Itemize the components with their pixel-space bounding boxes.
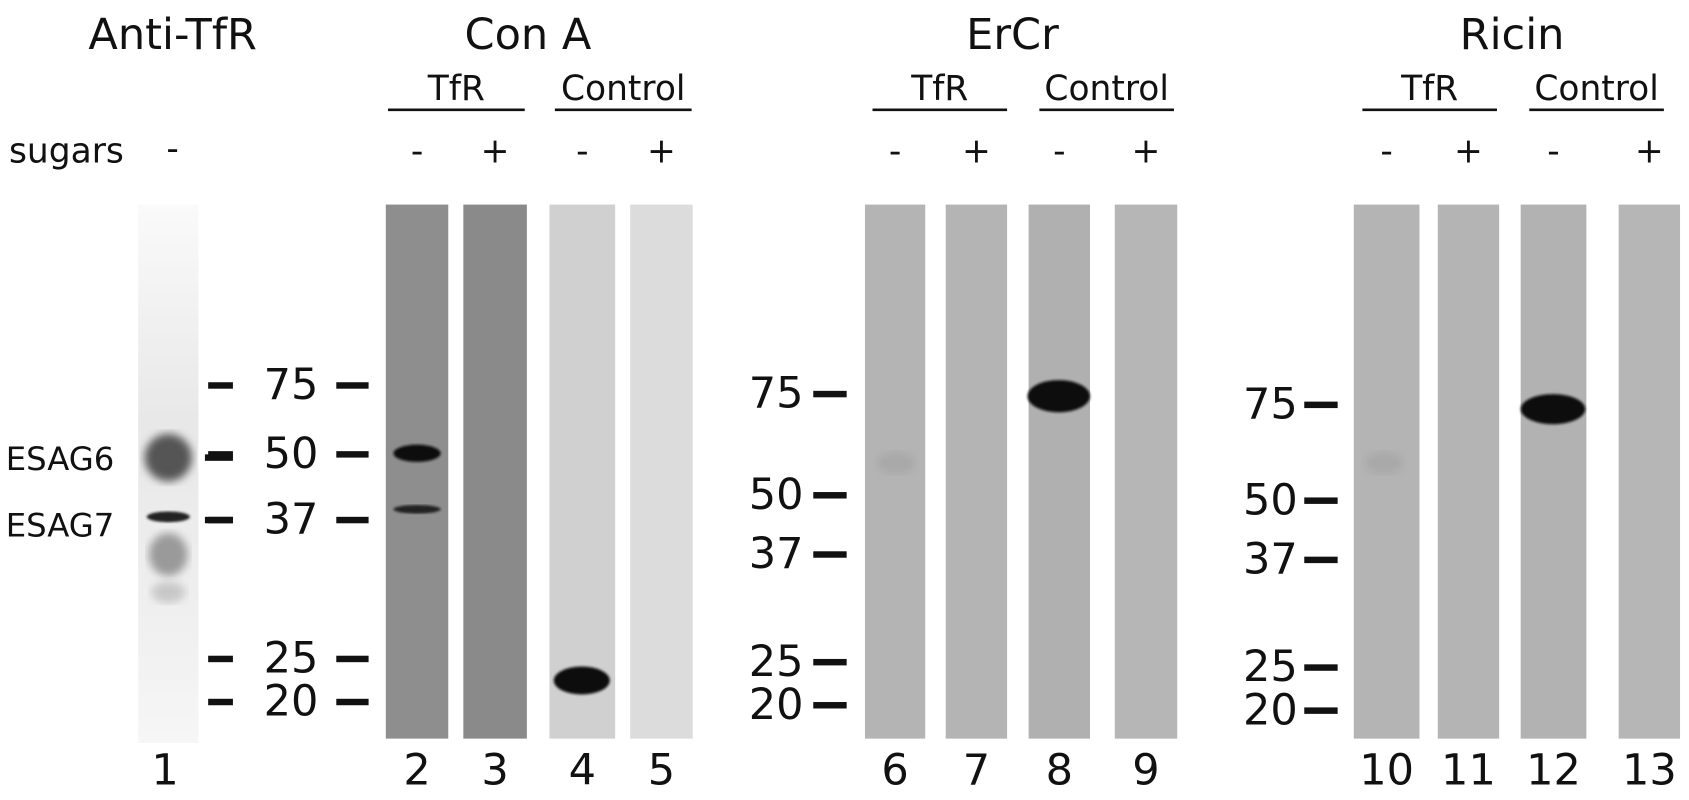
band xyxy=(393,504,441,514)
sugar-sign: - xyxy=(1547,131,1559,171)
band xyxy=(144,433,193,482)
lane xyxy=(945,204,1008,739)
tick xyxy=(1304,664,1338,671)
group-label: TfR xyxy=(1400,69,1458,109)
lane xyxy=(630,204,693,739)
lane-number: 12 xyxy=(1526,746,1581,796)
lane-number: 2 xyxy=(403,746,430,796)
panel-title: Ricin xyxy=(1460,10,1565,60)
group-label: TfR xyxy=(427,69,485,109)
band xyxy=(148,532,188,577)
marker-label: 50 xyxy=(264,429,319,479)
sugar-sign: + xyxy=(1132,131,1161,171)
band xyxy=(393,444,441,462)
tick xyxy=(336,382,369,389)
marker-label: 75 xyxy=(749,369,804,419)
lane xyxy=(1618,204,1681,739)
lane-number: 13 xyxy=(1622,746,1677,796)
group-label: Control xyxy=(1044,69,1168,109)
sugar-sign: - xyxy=(1053,131,1065,171)
sugar-sign: - xyxy=(1380,131,1392,171)
sugar-sign: + xyxy=(481,131,510,171)
marker-label: 25 xyxy=(749,637,804,687)
tick xyxy=(208,655,233,663)
band xyxy=(151,581,186,603)
tick xyxy=(1304,401,1338,409)
marker-label: 25 xyxy=(264,634,319,684)
sugar-sign: - xyxy=(576,131,588,171)
band xyxy=(1027,380,1090,413)
marker-label: 25 xyxy=(1243,642,1298,692)
group-label: Control xyxy=(1534,69,1658,109)
band xyxy=(876,452,916,474)
tick xyxy=(1304,556,1338,564)
band xyxy=(553,666,610,695)
sugar-sign: - xyxy=(411,131,423,171)
band xyxy=(1364,452,1404,474)
sugar-sign: + xyxy=(1454,131,1483,171)
tick xyxy=(208,382,233,389)
lane-number: 5 xyxy=(648,746,675,796)
tick xyxy=(1304,497,1338,504)
tick xyxy=(813,551,847,558)
group-label: Control xyxy=(561,69,685,109)
tick xyxy=(336,655,369,663)
lane xyxy=(1437,204,1500,739)
lane xyxy=(1028,204,1090,739)
lane xyxy=(385,204,449,739)
lane-number: 9 xyxy=(1132,746,1159,796)
lane xyxy=(1114,204,1178,739)
lane-number: 7 xyxy=(963,746,990,796)
tick xyxy=(208,451,233,458)
lane-number: 1 xyxy=(151,746,178,796)
tick xyxy=(813,492,847,499)
lane-number: 10 xyxy=(1359,746,1414,796)
sugars-label: sugars xyxy=(9,131,124,171)
marker-label: 20 xyxy=(1243,685,1298,735)
sugar-sign: - xyxy=(889,131,901,171)
tick xyxy=(336,451,369,458)
lane-number: 6 xyxy=(881,746,908,796)
lane xyxy=(549,204,616,739)
tick xyxy=(813,390,847,398)
lane-number: 8 xyxy=(1046,746,1073,796)
tick xyxy=(336,516,369,524)
lane xyxy=(463,204,527,739)
band xyxy=(1520,394,1586,425)
panel-title: Anti-TfR xyxy=(88,10,257,60)
marker-label: 20 xyxy=(749,680,804,730)
panel-title: Con A xyxy=(465,10,592,60)
marker-label: 37 xyxy=(749,529,804,579)
marker-label: 20 xyxy=(264,677,319,727)
sugar-sign: + xyxy=(647,131,676,171)
tick xyxy=(208,698,233,706)
tick xyxy=(813,702,847,709)
sugar-sign: + xyxy=(1635,131,1664,171)
marker-label: 37 xyxy=(1243,535,1298,585)
tick xyxy=(336,698,369,706)
lane-number: 11 xyxy=(1441,746,1496,796)
panel-title: ErCr xyxy=(966,10,1059,60)
lane-number: 3 xyxy=(481,746,508,796)
group-label: TfR xyxy=(910,69,968,109)
marker-label: 50 xyxy=(749,470,804,520)
tick xyxy=(208,516,233,524)
tick xyxy=(1304,707,1338,714)
lane-number: 4 xyxy=(569,746,596,796)
sugar-sign: - xyxy=(166,129,178,169)
tick xyxy=(813,658,847,666)
lane xyxy=(1520,204,1587,739)
marker-label: 75 xyxy=(264,360,319,410)
band xyxy=(146,511,190,523)
band-label: ESAG6 xyxy=(6,440,115,478)
marker-label: 75 xyxy=(1243,379,1298,429)
band-label: ESAG7 xyxy=(6,507,115,545)
marker-label: 50 xyxy=(1243,475,1298,525)
sugar-sign: + xyxy=(962,131,991,171)
marker-label: 37 xyxy=(264,495,319,545)
